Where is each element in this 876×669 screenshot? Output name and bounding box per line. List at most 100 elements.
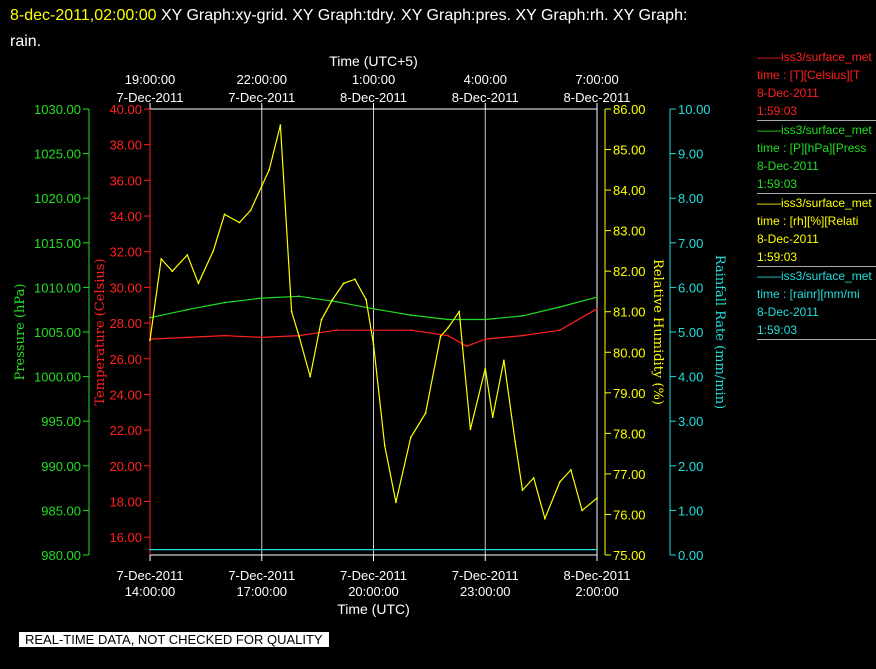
legend-text: 8-Dec-2011 [757,232,819,246]
pressure-tick-label: 990.00 [41,459,81,474]
x-tick-time: 14:00:00 [125,584,176,599]
rain-tick-label: 7.00 [678,236,703,251]
data-point [532,477,535,479]
humidity-tick-label: 86.00 [613,102,646,117]
x-top-tick-time: 1:00:00 [352,72,395,87]
data-point [514,440,516,443]
humidity-tick-label: 81.00 [613,305,646,320]
data-point [342,282,345,285]
data-point [491,416,494,418]
data-point [503,359,505,362]
data-point [447,318,449,321]
humidity-tick-label: 85.00 [613,143,646,158]
data-point [335,300,338,303]
humidity-tick-label: 79.00 [613,386,646,401]
legend-text: ——iss3/surface_met [757,196,872,210]
data-point [160,258,163,260]
data-point [186,308,189,311]
data-point [298,335,300,337]
rain-tick-label: 5.00 [678,325,703,340]
legend-entry: ——iss3/surface_met time : [rh][%][Relati 8… [757,194,876,267]
data-point [238,221,241,224]
x-tick-time: 17:00:00 [236,584,287,599]
data-point [298,295,300,298]
temperature-tick-label: 36.00 [109,173,142,188]
x-top-tick-time: 7:00:00 [575,72,618,87]
data-point [383,444,386,447]
temperature-tick-label: 32.00 [109,245,142,260]
temperature-tick-label: 16.00 [109,530,142,545]
pressure-tick-label: 1015.00 [34,236,81,251]
data-point [581,509,583,512]
data-point [447,334,449,337]
data-point [424,412,427,414]
data-point [365,298,367,301]
legend-text: 1:59:03 [757,104,798,118]
pressure-tick-label: 1010.00 [34,280,81,295]
x-tick-date: 7-Dec-2011 [228,568,295,583]
data-point [447,327,449,329]
data-point [458,310,461,313]
data-point [558,329,561,332]
data-point [596,296,598,299]
pressure-tick-label: 1020.00 [34,191,81,206]
data-point [171,270,174,273]
pressure-tick-label: 1025.00 [34,147,81,162]
humidity-tick-label: 76.00 [613,507,646,522]
data-point [596,307,598,310]
temperature-tick-label: 18.00 [109,494,142,509]
data-point [521,315,524,317]
data-point [186,336,189,339]
legend-entry: ——iss3/surface_met time : [T][Celsius][T 8… [757,48,876,121]
data-point [149,548,151,551]
data-point [372,329,375,332]
humidity-tick-label: 82.00 [613,264,646,279]
data-point [212,250,215,252]
x-tick-date: 8-Dec-2011 [564,568,631,583]
legend-text: time : [T][Celsius][T [757,68,861,82]
rain-tick-label: 9.00 [678,147,703,162]
legend-text: ——iss3/surface_met [757,123,872,137]
data-point [558,481,561,483]
data-point [186,254,189,256]
humidity-tick-label: 77.00 [613,467,646,482]
x-tick-time: 20:00:00 [348,584,399,599]
legend-text: 1:59:03 [757,250,798,264]
x-top-tick-date: 7-Dec-2011 [117,90,184,105]
x-top-tick-time: 4:00:00 [464,72,507,87]
temperature-tick-label: 40.00 [109,102,142,117]
rain-tick-label: 1.00 [678,503,703,518]
x-tick-time: 23:00:00 [460,584,511,599]
series-line [149,308,598,347]
rain-tick-label: 10.00 [678,102,711,117]
humidity-tick-label: 83.00 [613,224,646,239]
data-point [268,168,271,171]
data-point [223,334,226,337]
pressure-tick-label: 980.00 [41,548,81,563]
data-point [596,548,598,551]
temperature-tick-label: 26.00 [109,352,142,367]
data-point [331,298,334,301]
rain-tick-label: 6.00 [678,280,703,295]
data-point [320,318,323,321]
data-point [249,209,252,212]
title-line2: rain. [10,33,42,50]
data-point [465,345,468,348]
pressure-tick-label: 1030.00 [34,102,81,117]
temperature-axis-label: Temperature (Celsius) [93,258,108,405]
temperature-tick-label: 30.00 [109,280,142,295]
data-point [544,517,546,520]
quality-notice: REAL-TIME DATA, NOT CHECKED FOR QUALITY [19,632,329,647]
data-point [596,497,598,500]
pressure-tick-label: 1000.00 [34,370,81,385]
x-top-tick-date: 8-Dec-2011 [564,90,631,105]
legend-text: time : [P][hPa][Press [757,141,867,155]
data-point [354,278,356,281]
legend-entry: ——iss3/surface_met time : [rainr][mm/mi 8-… [757,267,876,340]
humidity-tick-label: 84.00 [613,183,646,198]
humidity-axis-label: Relative Humidity (%) [650,259,665,405]
rain-tick-label: 8.00 [678,191,703,206]
data-point [149,316,151,319]
data-point [409,329,412,332]
data-point [372,307,375,310]
